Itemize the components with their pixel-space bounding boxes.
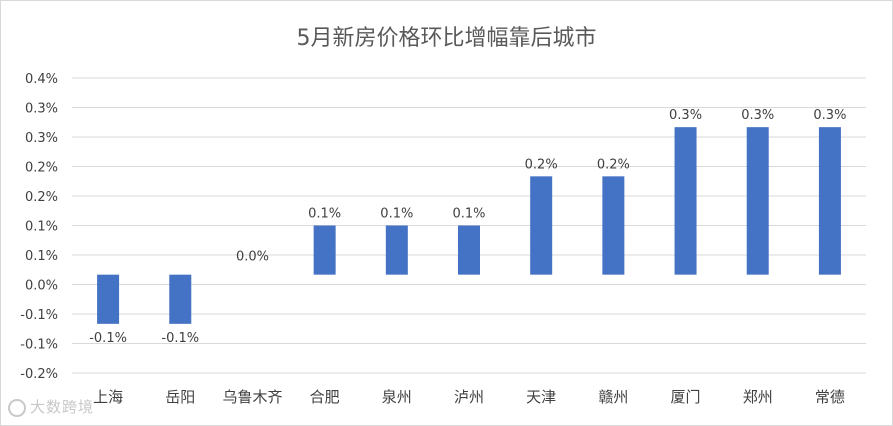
watermark: 大数跨境 bbox=[8, 396, 94, 417]
x-tick-label: 泉州 bbox=[382, 388, 412, 406]
data-label: 0.0% bbox=[236, 250, 269, 265]
y-tick-label: 0.3% bbox=[25, 102, 58, 117]
bar bbox=[530, 176, 553, 275]
watermark-text: 大数跨境 bbox=[30, 398, 95, 416]
logo-icon bbox=[8, 398, 26, 417]
data-label: 0.2% bbox=[597, 157, 630, 172]
y-tick-label: -0.1% bbox=[20, 308, 58, 323]
x-tick-label: 厦门 bbox=[671, 388, 701, 406]
x-tick-label: 合肥 bbox=[310, 388, 340, 406]
data-label: -0.1% bbox=[161, 331, 199, 346]
y-tick-label: 0.2% bbox=[25, 190, 58, 205]
bar bbox=[385, 225, 408, 275]
bar bbox=[818, 127, 841, 275]
bar bbox=[746, 127, 769, 275]
x-tick-label: 泸州 bbox=[454, 388, 484, 406]
data-label: 0.1% bbox=[380, 207, 413, 222]
data-label: 0.1% bbox=[308, 207, 341, 222]
y-tick-label: -0.2% bbox=[20, 367, 58, 382]
data-label: 0.3% bbox=[669, 108, 702, 123]
y-tick-label: 0.2% bbox=[25, 161, 58, 176]
data-label: -0.1% bbox=[89, 331, 127, 346]
y-tick-label: 0.4% bbox=[25, 72, 58, 87]
bar bbox=[674, 127, 697, 275]
x-tick-label: 岳阳 bbox=[165, 388, 195, 406]
y-tick-label: 0.3% bbox=[25, 131, 58, 146]
y-tick-label: 0.0% bbox=[25, 279, 58, 294]
chart-title: 5月新房价格环比增幅靠后城市 bbox=[296, 26, 597, 51]
bar bbox=[313, 225, 336, 275]
y-tick-label: 0.1% bbox=[25, 249, 58, 264]
x-tick-label: 上海 bbox=[93, 388, 123, 406]
data-label: 0.1% bbox=[452, 207, 485, 222]
bar bbox=[169, 274, 192, 324]
data-label: 0.3% bbox=[741, 108, 774, 123]
bar bbox=[602, 176, 625, 275]
x-tick-label: 常德 bbox=[815, 388, 845, 406]
data-label: 0.3% bbox=[813, 108, 846, 123]
y-tick-label: 0.1% bbox=[25, 220, 58, 235]
x-tick-label: 天津 bbox=[526, 388, 556, 406]
bar bbox=[458, 225, 480, 275]
data-label: 0.2% bbox=[525, 157, 558, 172]
x-tick-label: 郑州 bbox=[743, 388, 773, 406]
y-tick-label: -0.1% bbox=[20, 338, 58, 353]
x-tick-label: 乌鲁木齐 bbox=[222, 388, 282, 406]
bar bbox=[97, 274, 120, 324]
x-tick-label: 赣州 bbox=[598, 388, 628, 406]
